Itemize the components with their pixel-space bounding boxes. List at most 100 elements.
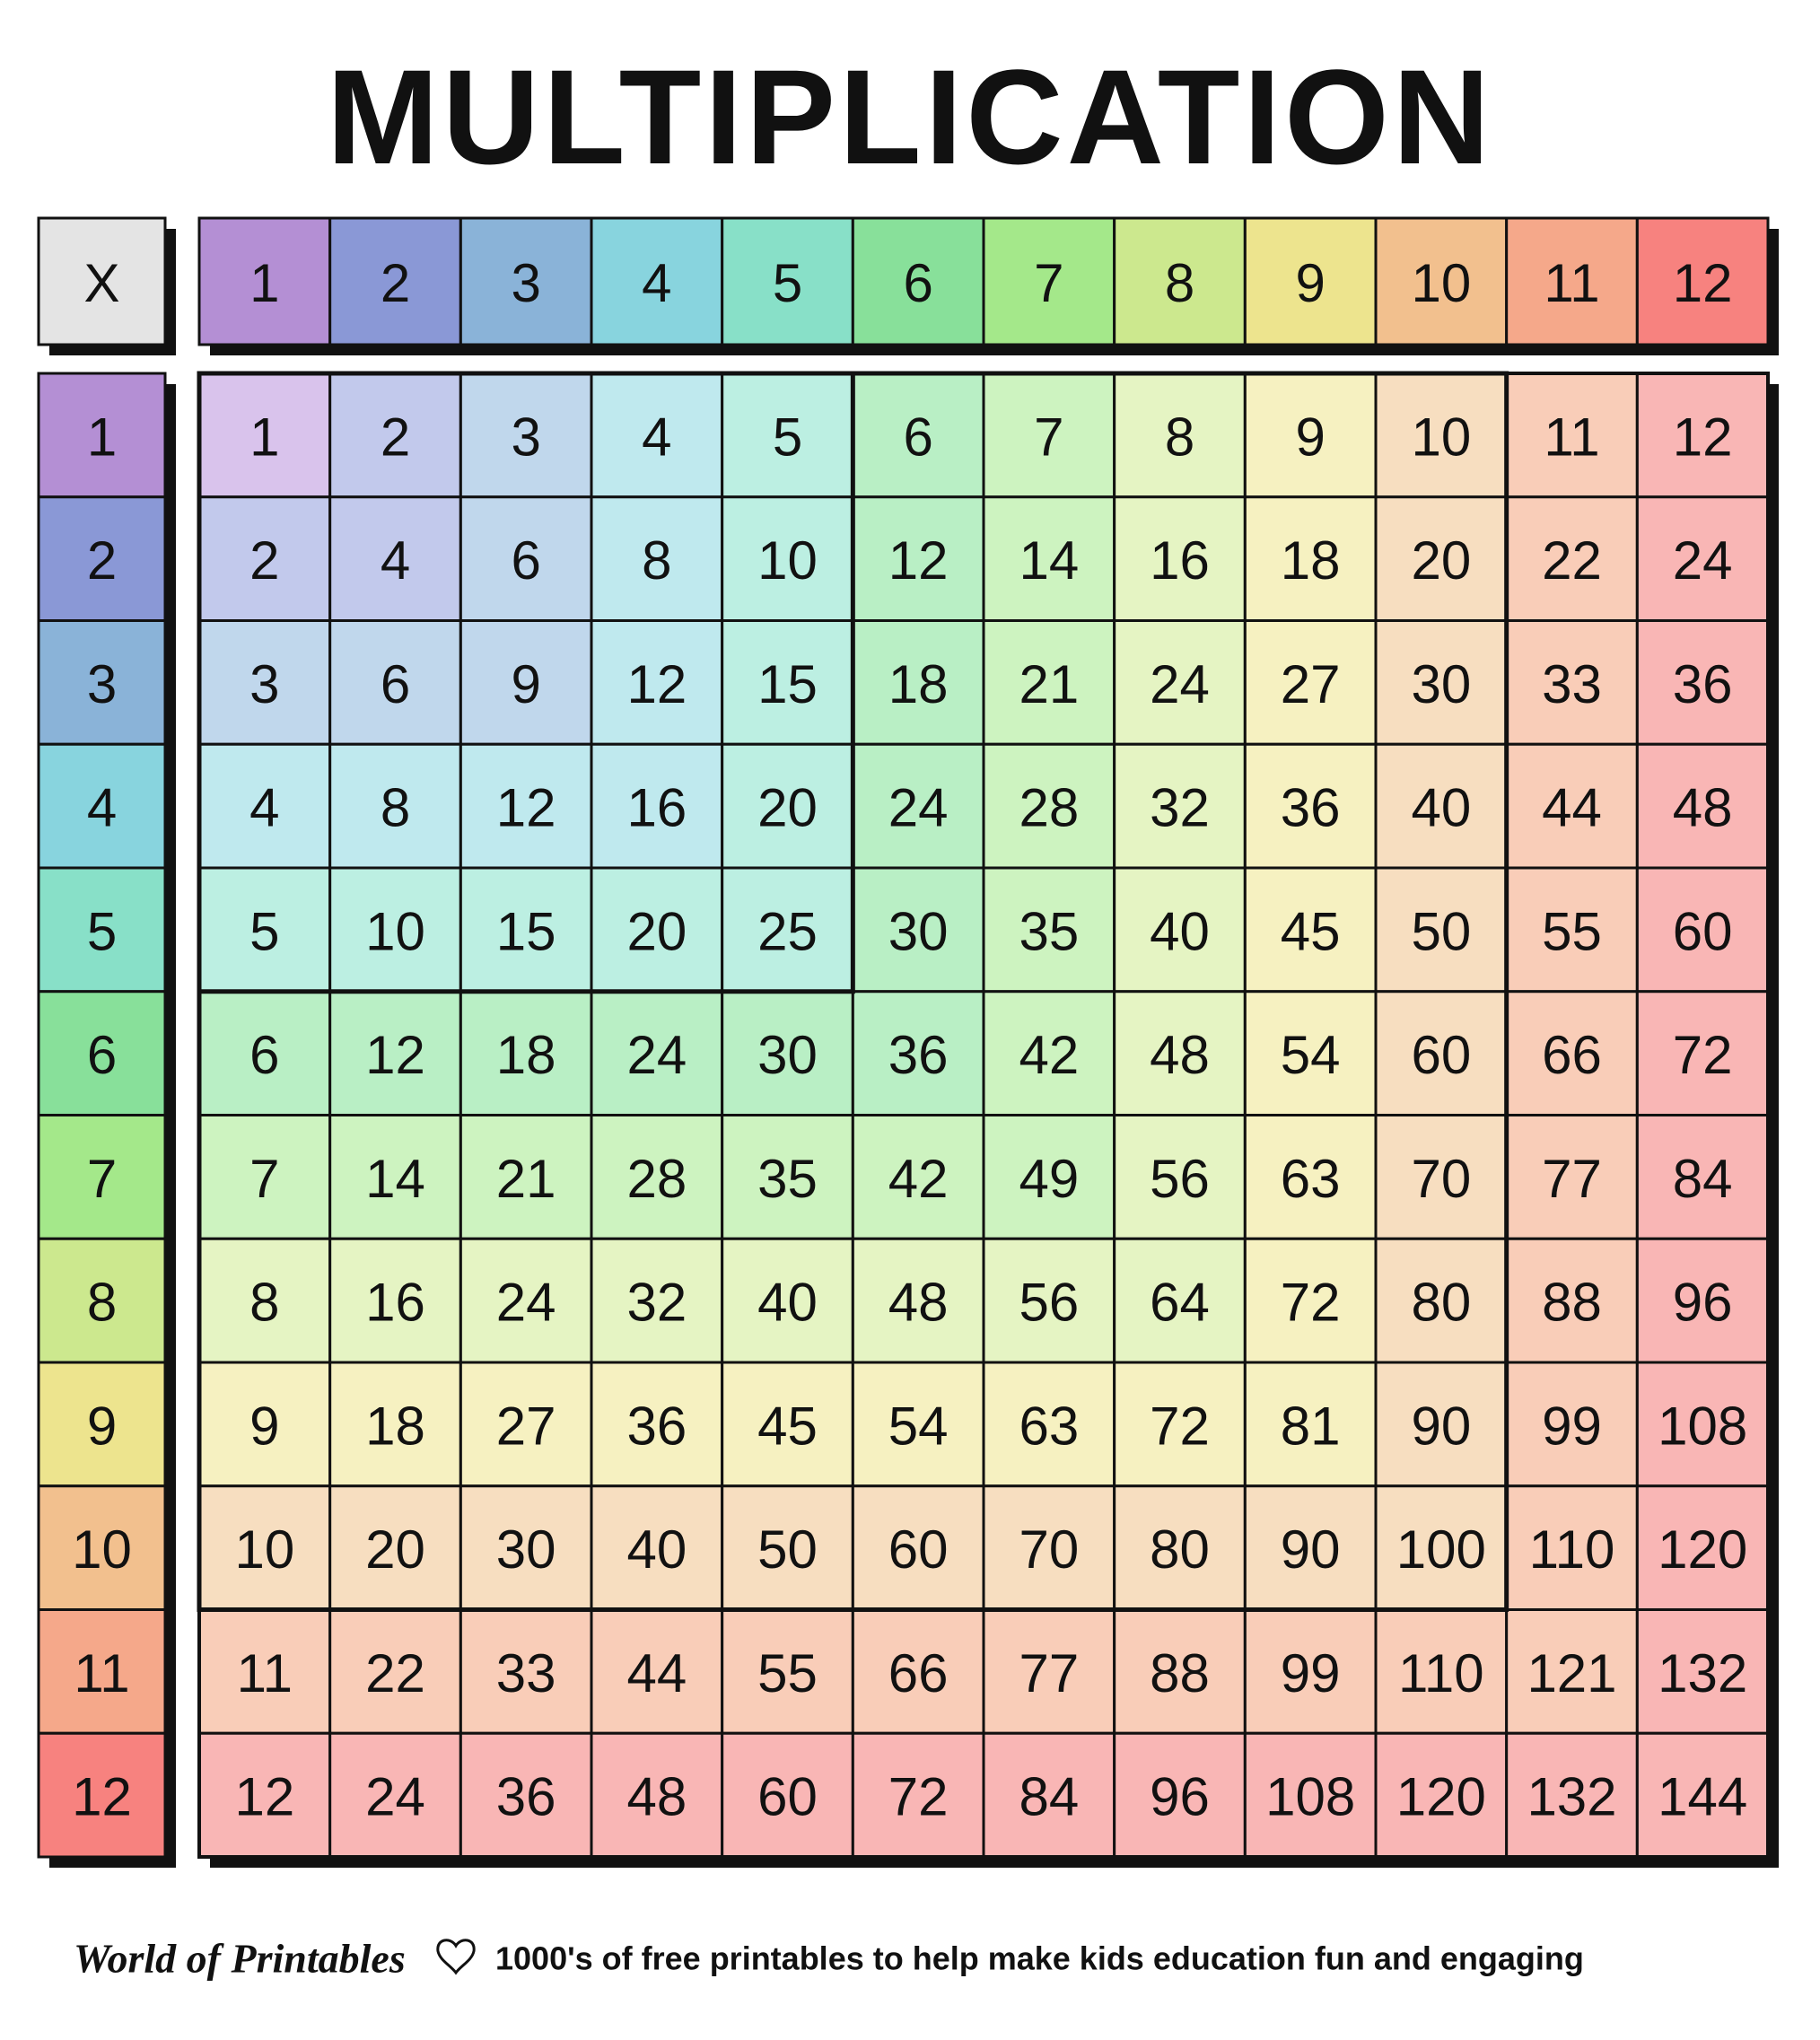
cell-box	[590, 990, 724, 1116]
cell: 22	[1542, 530, 1602, 591]
column-header-box	[1243, 216, 1378, 346]
cell-box	[1374, 1237, 1509, 1364]
grid-outline	[197, 372, 1770, 1859]
cell: 63	[1281, 1149, 1341, 1209]
column-header: 10	[1411, 253, 1471, 313]
cell-box	[197, 1237, 332, 1364]
cell-box	[1243, 1731, 1378, 1859]
cell-box	[197, 866, 332, 994]
cell: 40	[757, 1273, 818, 1333]
cell: 35	[1019, 901, 1079, 961]
cell: 72	[1150, 1396, 1210, 1456]
cell: 108	[1658, 1396, 1747, 1456]
cell-box	[721, 1237, 854, 1364]
cell: 8	[249, 1273, 279, 1333]
cell: 72	[888, 1767, 949, 1827]
row-header-box	[37, 1608, 167, 1735]
cell: 4	[249, 778, 279, 838]
cell-box	[197, 619, 332, 746]
cell: 77	[1019, 1643, 1079, 1703]
cell: 40	[1411, 778, 1471, 838]
cell-box	[721, 1608, 854, 1735]
tagline: 1000's of free printables to help make k…	[495, 1940, 1584, 1977]
cell-box	[459, 372, 593, 499]
cell-box	[590, 1237, 724, 1364]
row-header: 10	[72, 1519, 132, 1580]
cell: 20	[1411, 530, 1471, 591]
column-header-box	[721, 216, 854, 346]
cell: 4	[642, 407, 671, 467]
row-header-box	[37, 742, 167, 870]
cell-box	[982, 1361, 1116, 1488]
cell: 18	[888, 654, 949, 714]
column-header: 2	[381, 253, 410, 313]
cell: 48	[626, 1767, 687, 1827]
cell: 11	[237, 1643, 293, 1703]
cell: 3	[511, 407, 540, 467]
cell-box	[1505, 742, 1639, 870]
cell: 12	[496, 778, 556, 838]
cell: 21	[496, 1149, 556, 1209]
cell: 88	[1150, 1643, 1210, 1703]
cell: 18	[1281, 530, 1341, 591]
column-header: 5	[773, 253, 802, 313]
cell: 60	[1673, 901, 1733, 961]
cell: 77	[1542, 1149, 1602, 1209]
cell: 44	[626, 1643, 687, 1703]
cell: 49	[1019, 1149, 1079, 1209]
cell-box	[328, 1114, 462, 1240]
cell-box	[328, 1731, 462, 1859]
cell: 48	[1150, 1025, 1210, 1085]
cell: 64	[1150, 1273, 1210, 1333]
row-header-box	[37, 1237, 167, 1364]
row-header: 1	[87, 407, 117, 467]
cell: 10	[234, 1519, 294, 1580]
cell: 36	[496, 1767, 556, 1827]
row-header: 8	[87, 1273, 117, 1333]
row-header: 11	[74, 1643, 129, 1703]
cell: 5	[249, 901, 279, 961]
cell-box	[1113, 1114, 1247, 1240]
column-header-box	[1635, 216, 1770, 346]
page-title: MULTIPLICATION	[327, 41, 1493, 192]
cell: 63	[1019, 1396, 1079, 1456]
corner: X	[83, 253, 119, 313]
cell-box	[1113, 990, 1247, 1116]
cell: 14	[365, 1149, 425, 1209]
cell: 20	[626, 901, 687, 961]
cell-box	[851, 742, 985, 870]
cell-box	[721, 742, 854, 870]
cell: 132	[1658, 1643, 1747, 1703]
row-header-box	[37, 1361, 167, 1488]
cell: 88	[1542, 1273, 1602, 1333]
row-header-box	[37, 495, 167, 622]
cell: 1	[249, 407, 279, 467]
cell: 25	[757, 901, 818, 961]
cell: 10	[365, 901, 425, 961]
cell: 84	[1673, 1149, 1733, 1209]
row-header: 7	[87, 1149, 117, 1209]
cell-box	[328, 1237, 462, 1364]
cell: 11	[1544, 407, 1599, 467]
row-header-box	[37, 866, 167, 994]
cell-box	[1243, 1237, 1378, 1364]
cell-box	[590, 742, 724, 870]
column-header-box	[459, 216, 593, 346]
cell-box	[1505, 866, 1639, 994]
cell: 80	[1150, 1519, 1210, 1580]
row-header: 6	[87, 1025, 117, 1085]
cell: 2	[249, 530, 279, 591]
cell: 66	[1542, 1025, 1602, 1085]
cell-box	[982, 1114, 1116, 1240]
cell: 27	[1281, 654, 1341, 714]
cell-box	[1635, 990, 1770, 1116]
cell-box	[1243, 990, 1378, 1116]
brand: World of Printables	[74, 1936, 406, 1982]
heart-icon	[436, 1939, 476, 1975]
column-header: 6	[903, 253, 932, 313]
cell: 100	[1396, 1519, 1486, 1580]
cell: 90	[1281, 1519, 1341, 1580]
cell-box	[721, 495, 854, 622]
cell: 66	[888, 1643, 949, 1703]
